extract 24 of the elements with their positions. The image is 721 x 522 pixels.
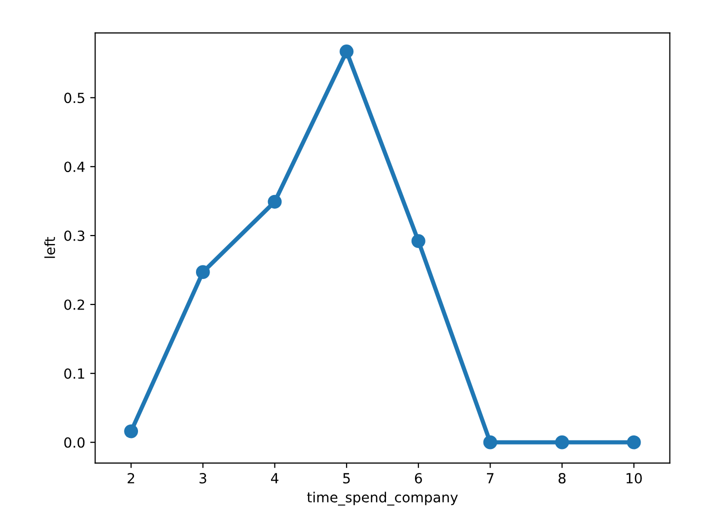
point (411, 234, 426, 248)
y-tick-label: 0.4 (64, 162, 85, 172)
y-tick-label: 0.0 (64, 437, 85, 448)
x-tick-label: 4 (271, 473, 278, 484)
x-tick-label: 7 (486, 473, 494, 484)
y-tick-label: 0.2 (64, 299, 84, 310)
x-tick-label: 10 (626, 472, 642, 484)
point (196, 265, 210, 280)
x-tick-label: 8 (558, 472, 566, 484)
point (124, 424, 138, 438)
x-tick-label: 3 (200, 472, 206, 484)
point (626, 435, 641, 450)
y-tick-label: 0.1 (64, 368, 84, 379)
x-axis-title: time_spend_company (307, 492, 458, 506)
x-tick-label: 6 (414, 472, 422, 484)
y-axis-title: left (44, 237, 56, 258)
x-tick-label: 2 (128, 472, 134, 484)
y-tick-label: 0.3 (64, 230, 84, 242)
point (340, 44, 354, 58)
point (555, 435, 570, 450)
point (268, 194, 282, 209)
x-tick-label: 5 (343, 473, 350, 484)
y-tick-label: 0.5 (64, 92, 84, 104)
point (483, 435, 498, 450)
